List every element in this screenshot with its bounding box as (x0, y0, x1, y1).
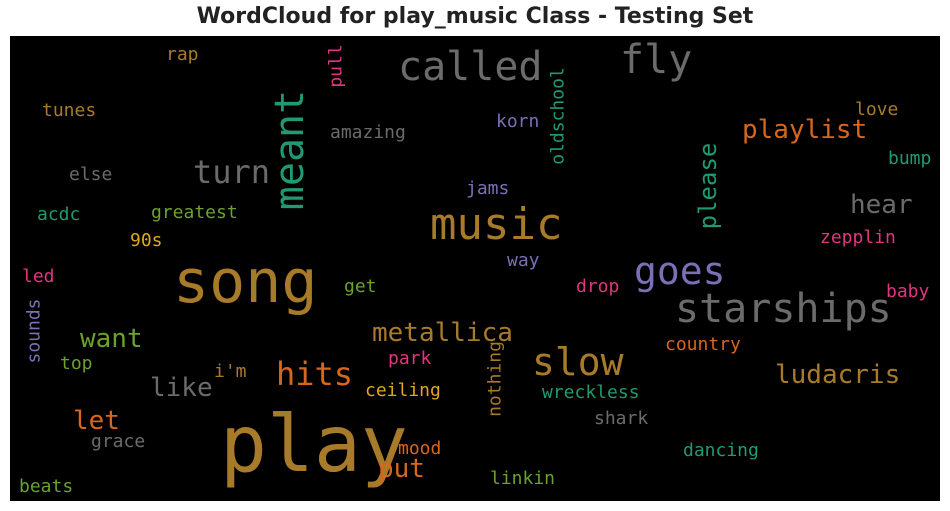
word-play: play (220, 400, 408, 490)
word-put: put (378, 454, 425, 484)
word-wreckless: wreckless (542, 382, 640, 403)
word-grace: grace (91, 431, 145, 452)
word-slow: slow (532, 340, 624, 384)
word-starships: starships (675, 286, 892, 332)
word-hear: hear (850, 190, 913, 220)
word-please: please (694, 143, 722, 230)
word-led: led (22, 266, 55, 287)
word-jams: jams (466, 178, 509, 199)
word-ceiling: ceiling (365, 380, 441, 401)
word-mood: mood (398, 438, 441, 459)
chart-title: WordCloud for play_music Class - Testing… (196, 4, 754, 29)
word-metallica: metallica (372, 318, 513, 348)
word-song: song (173, 247, 318, 317)
word-get: get (344, 276, 377, 297)
word-park: park (388, 348, 432, 369)
word-nothing: nothing (485, 341, 506, 417)
word-tunes: tunes (42, 100, 96, 121)
word-music: music (430, 199, 562, 250)
word-fly: fly (620, 37, 692, 83)
word-90s: 90s (130, 230, 163, 251)
word-linkin: linkin (490, 468, 555, 489)
word-turn: turn (193, 153, 270, 191)
word-way: way (507, 250, 540, 271)
wordcloud-canvas: play song music called starships goes slow mean… (10, 36, 940, 501)
word-beats: beats (19, 476, 73, 497)
word-playlist: playlist (742, 115, 867, 145)
word-korn: korn (496, 111, 539, 132)
word-called: called (398, 44, 543, 90)
word-amazing: amazing (330, 122, 406, 143)
word-country: country (665, 334, 741, 355)
word-goes: goes (634, 249, 726, 293)
word-top: top (60, 353, 93, 374)
word-rap: rap (166, 44, 199, 65)
word-sounds: sounds (24, 298, 45, 363)
word-greatest: greatest (151, 202, 238, 223)
word-oldschool: oldschool (548, 67, 569, 165)
word-pull: pull (326, 44, 347, 87)
word-let: let (73, 406, 120, 436)
word-bump: bump (888, 148, 931, 169)
word-like: like (150, 373, 213, 403)
word-meant: meant (267, 90, 313, 210)
word-acdc: acdc (37, 204, 80, 225)
word-zepplin: zepplin (820, 227, 896, 248)
word-dancing: dancing (683, 440, 759, 461)
word-i-m: i'm (214, 361, 247, 382)
word-love: love (855, 99, 898, 120)
word-ludacris: ludacris (775, 360, 900, 390)
word-else: else (69, 164, 112, 185)
word-hits: hits (276, 355, 353, 393)
word-drop: drop (576, 276, 619, 297)
word-baby: baby (886, 281, 930, 302)
word-shark: shark (594, 408, 648, 429)
word-want: want (80, 324, 143, 354)
